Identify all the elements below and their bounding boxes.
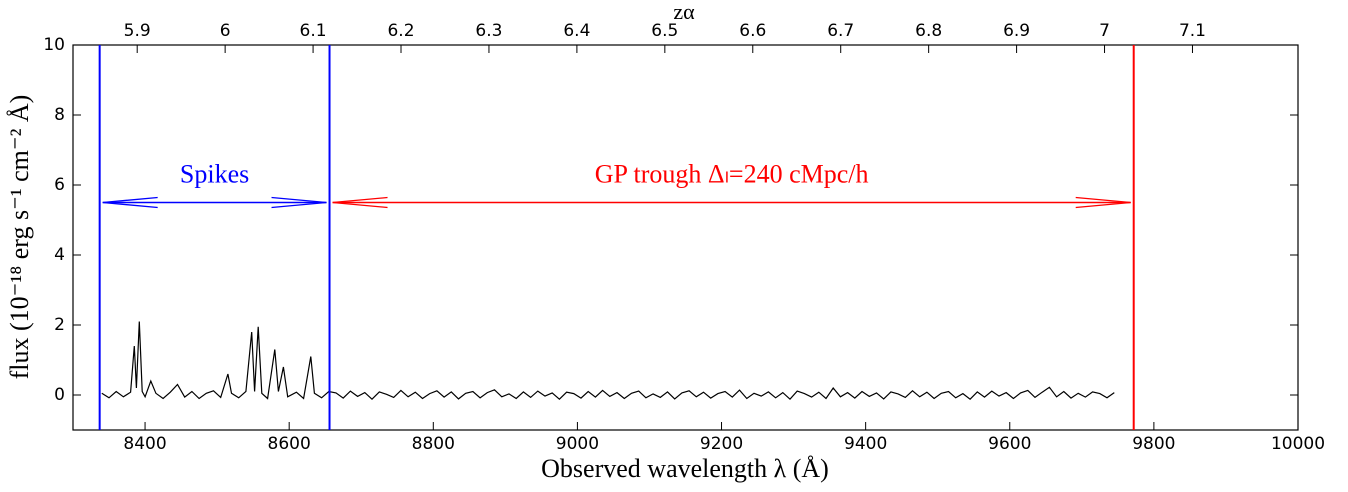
y-axis-label: flux (10⁻¹⁸ erg s⁻¹ cm⁻² Å) xyxy=(5,95,34,380)
arrow-head xyxy=(332,196,388,209)
range-label: Spikes xyxy=(180,159,249,188)
x-tick-label: 8400 xyxy=(123,434,166,454)
top-tick-label: 6.1 xyxy=(300,21,327,41)
x-axis-label: Observed wavelength λ (Å) xyxy=(541,454,829,483)
top-tick-label: 5.9 xyxy=(124,21,151,41)
top-tick-label: 6.6 xyxy=(739,21,766,41)
x-tick-label: 9400 xyxy=(844,434,887,454)
spectrum-line xyxy=(101,321,1115,401)
arrow-head xyxy=(1075,196,1131,209)
y-tick-label: 4 xyxy=(54,245,65,265)
x-tick-label: 8800 xyxy=(412,434,455,454)
top-tick-label: 7.1 xyxy=(1179,21,1206,41)
x-tick-label: 8600 xyxy=(268,434,311,454)
y-tick-label: 0 xyxy=(54,385,65,405)
top-tick-label: 6.5 xyxy=(651,21,678,41)
top-axis-label: zα xyxy=(673,0,695,24)
arrow-head xyxy=(102,196,158,209)
x-tick-label: 9600 xyxy=(988,434,1031,454)
y-tick-label: 2 xyxy=(54,315,65,335)
top-tick-label: 6.3 xyxy=(475,21,502,41)
y-tick-label: 6 xyxy=(54,175,65,195)
top-tick-label: 6.8 xyxy=(915,21,942,41)
top-tick-label: 6.4 xyxy=(563,21,590,41)
top-tick-label: 7 xyxy=(1099,21,1110,41)
arrow-head xyxy=(271,196,327,209)
top-tick-label: 6 xyxy=(220,21,231,41)
top-tick-label: 6.2 xyxy=(387,21,414,41)
top-tick-label: 6.7 xyxy=(827,21,854,41)
range-label: GP trough Δₗ=240 cMpc/h xyxy=(595,159,869,188)
x-tick-label: 9200 xyxy=(700,434,743,454)
x-tick-label: 9800 xyxy=(1132,434,1175,454)
top-tick-label: 6.9 xyxy=(1003,21,1030,41)
x-tick-label: 9000 xyxy=(556,434,599,454)
y-tick-label: 8 xyxy=(54,105,65,125)
y-tick-label: 10 xyxy=(43,35,65,55)
x-tick-label: 10000 xyxy=(1271,434,1325,454)
plot-frame xyxy=(72,44,1299,431)
